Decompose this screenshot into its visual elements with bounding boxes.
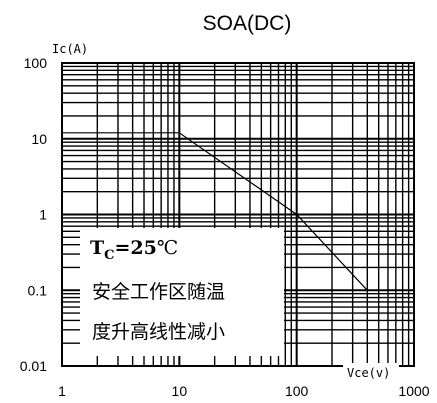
- soa-curve-line: [62, 132, 368, 291]
- x-tick-label: 100: [285, 383, 309, 399]
- x-tick-label: 1: [58, 383, 66, 399]
- chart-title: SOA(DC): [203, 12, 292, 35]
- y-tick-label: 10: [31, 131, 47, 147]
- x-axis-label: Vce(v): [347, 366, 390, 380]
- xlabel-bg: [343, 363, 399, 380]
- annotation-line-2: 度升高线性减小: [92, 321, 225, 343]
- y-tick-label: 0.01: [20, 358, 47, 374]
- plot-frame: [61, 62, 415, 367]
- tick-labels: 1 10 100 1000 100 10 1 0.1 0.01: [20, 55, 430, 399]
- y-tick-label: 100: [24, 55, 48, 71]
- soa-boundary: [62, 132, 368, 291]
- y-tick-label: 1: [39, 207, 47, 223]
- annotation-box: TC=25℃ 安全工作区随温 度升高线性减小: [80, 228, 284, 356]
- x-tick-label: 10: [172, 383, 188, 399]
- annotation-bg: [80, 228, 284, 356]
- tc-label: TC=25℃: [90, 237, 178, 263]
- x-tick-label: 1000: [398, 383, 429, 399]
- y-tick-label: 0.1: [28, 282, 48, 298]
- y-axis-label: Ic(A): [52, 42, 88, 56]
- annotation-line-1: 安全工作区随温: [92, 281, 225, 303]
